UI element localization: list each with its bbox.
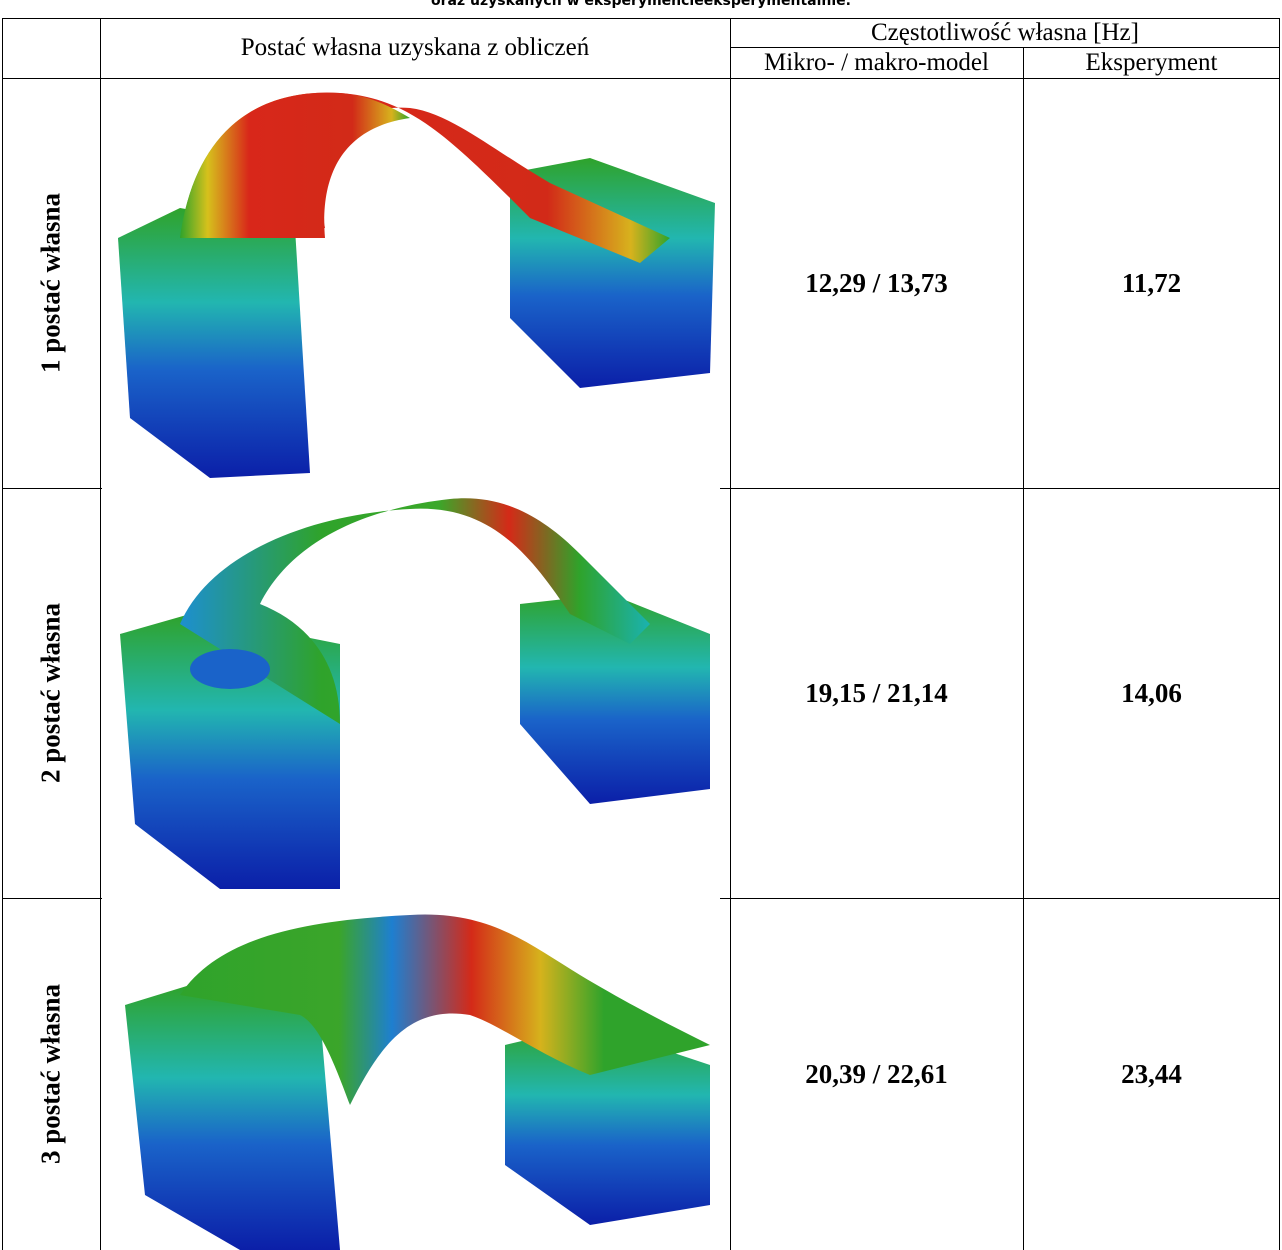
rule [2, 898, 102, 899]
header-cell: Mikro- / makro-model [764, 48, 989, 76]
caption: oraz uzyskanych w eksperymencieeksperyme… [431, 0, 851, 9]
value-cell: 23,44 [1121, 1058, 1182, 1089]
rule [720, 488, 1280, 489]
value-cell: 14,06 [1121, 677, 1182, 708]
arch [180, 498, 650, 724]
mode-shape-image [125, 914, 710, 1250]
header-cell: Postać własna uzyskana z obliczeń [240, 34, 590, 61]
rule [2, 78, 1280, 79]
rule [2, 18, 3, 1250]
value-cell: 19,15 / 21,14 [805, 677, 948, 708]
value-cell: 20,39 / 22,61 [805, 1058, 948, 1089]
value-cell: 12,29 / 13,73 [805, 267, 948, 298]
abutment [118, 208, 310, 478]
rule [720, 898, 1280, 899]
rule [1279, 18, 1280, 1250]
arch [180, 92, 410, 238]
rule [100, 18, 101, 1250]
header-cell: Eksperyment [1085, 48, 1218, 76]
abutment [520, 594, 710, 804]
abutment [505, 1025, 710, 1225]
row-label: 2 postać własna [35, 602, 66, 784]
header-cell: Częstotliwość własna [Hz] [871, 18, 1139, 46]
arch [180, 914, 710, 1105]
rule [2, 488, 102, 489]
row-label: 3 postać własna [35, 983, 66, 1165]
mode-shape-image [120, 498, 710, 889]
rule [1023, 47, 1024, 1250]
rule [730, 47, 1280, 48]
value-cell: 11,72 [1121, 267, 1182, 298]
abutment [125, 985, 340, 1250]
rule [2, 18, 1280, 19]
shading [190, 649, 270, 689]
row-label: 1 postać własna [35, 192, 66, 374]
mode-shape-image [118, 92, 715, 478]
rule [730, 18, 731, 1250]
